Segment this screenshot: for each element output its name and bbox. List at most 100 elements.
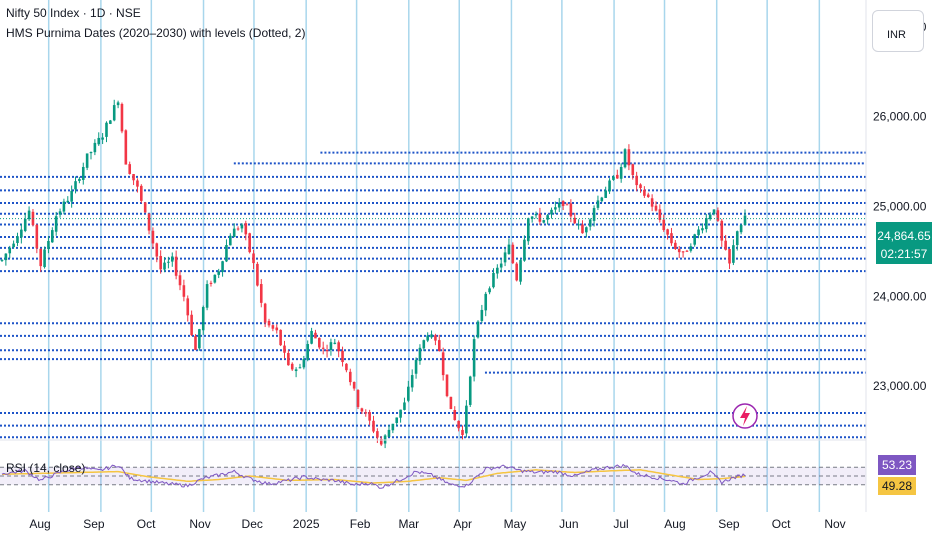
candle — [612, 175, 615, 181]
currency-button[interactable]: INR — [872, 10, 924, 52]
candle — [236, 226, 240, 231]
candle — [724, 234, 727, 251]
candle — [58, 208, 62, 218]
candle — [677, 246, 681, 259]
candle — [27, 206, 31, 222]
candle — [441, 347, 445, 381]
candle — [592, 205, 596, 227]
candle — [515, 262, 518, 282]
rsi-ma-value-label: 49.28 — [878, 477, 916, 495]
candle — [538, 207, 542, 226]
symbol-title[interactable]: Nifty 50 Index · 1D · NSE — [6, 6, 141, 20]
candle — [78, 176, 81, 184]
candle — [732, 239, 735, 266]
candle — [209, 280, 213, 287]
candle — [306, 340, 310, 362]
candle — [480, 304, 484, 324]
candle — [259, 279, 263, 308]
candle — [43, 246, 46, 269]
candle — [511, 242, 515, 265]
candle — [325, 344, 329, 358]
candle — [244, 220, 248, 241]
candle — [267, 318, 271, 328]
candle — [414, 357, 418, 379]
candle — [650, 194, 654, 212]
candle — [89, 151, 93, 160]
candle — [646, 192, 650, 198]
candle — [635, 171, 638, 192]
last-price-value: 24,864.65 — [877, 229, 931, 243]
purnima-date-lines — [47, 0, 821, 512]
candle — [422, 339, 426, 352]
candle — [581, 220, 584, 234]
rsi-line — [1, 463, 746, 489]
candle — [120, 102, 124, 134]
candle — [720, 219, 724, 247]
time-axis-label: Nov — [189, 517, 210, 531]
candle — [116, 100, 120, 109]
time-axis-label: Oct — [772, 517, 791, 531]
candle — [697, 226, 700, 239]
candle — [391, 423, 395, 434]
candle — [248, 232, 251, 254]
candle — [302, 355, 306, 370]
candle — [387, 425, 391, 438]
candle — [4, 253, 8, 266]
candle — [434, 333, 437, 346]
candle — [20, 223, 23, 244]
candlestick-series — [0, 99, 866, 449]
candle — [240, 223, 244, 233]
candle — [225, 239, 228, 263]
candle — [550, 207, 553, 219]
candle — [472, 335, 476, 382]
candle — [368, 409, 371, 426]
candle — [379, 436, 383, 446]
candle — [337, 340, 340, 358]
time-axis-label: 2025 — [293, 517, 320, 531]
candle — [232, 223, 236, 238]
indicator-title[interactable]: HMS Purnima Dates (2020–2030) with level… — [6, 26, 306, 40]
candle — [503, 248, 507, 267]
price-scale: 27,000.0026,000.0025,000.0024,000.0023,0… — [873, 20, 927, 393]
candle — [701, 223, 704, 234]
candle — [534, 211, 538, 219]
candle — [410, 369, 414, 392]
candle — [476, 320, 480, 339]
candle — [542, 219, 546, 224]
time-axis-label: Oct — [137, 517, 156, 531]
candle — [430, 330, 433, 339]
candle — [155, 242, 159, 263]
purnima-level-lines — [0, 151, 866, 439]
candle — [496, 264, 499, 279]
svg-text:49.28: 49.28 — [882, 479, 912, 493]
candle — [631, 163, 635, 180]
candle — [174, 250, 178, 280]
candle — [465, 400, 468, 438]
candle — [484, 291, 488, 317]
candle — [190, 310, 193, 337]
candle — [554, 201, 557, 215]
candle — [221, 260, 224, 277]
candle — [81, 162, 85, 185]
candle — [356, 389, 360, 410]
candle — [31, 208, 35, 227]
lightning-icon[interactable] — [732, 403, 758, 429]
candle — [136, 178, 139, 193]
candle — [437, 334, 441, 352]
candle — [604, 186, 607, 198]
candle — [194, 334, 197, 351]
candle — [287, 350, 290, 366]
candle — [418, 344, 422, 365]
candle — [573, 212, 577, 225]
candle — [728, 248, 731, 270]
candle — [507, 238, 511, 255]
candle — [298, 363, 302, 369]
time-axis-label: Sep — [83, 517, 105, 531]
candle — [213, 274, 217, 284]
candle — [693, 233, 696, 247]
candle — [457, 420, 460, 432]
candle — [445, 374, 449, 398]
candle — [449, 396, 453, 410]
candle — [426, 332, 429, 343]
